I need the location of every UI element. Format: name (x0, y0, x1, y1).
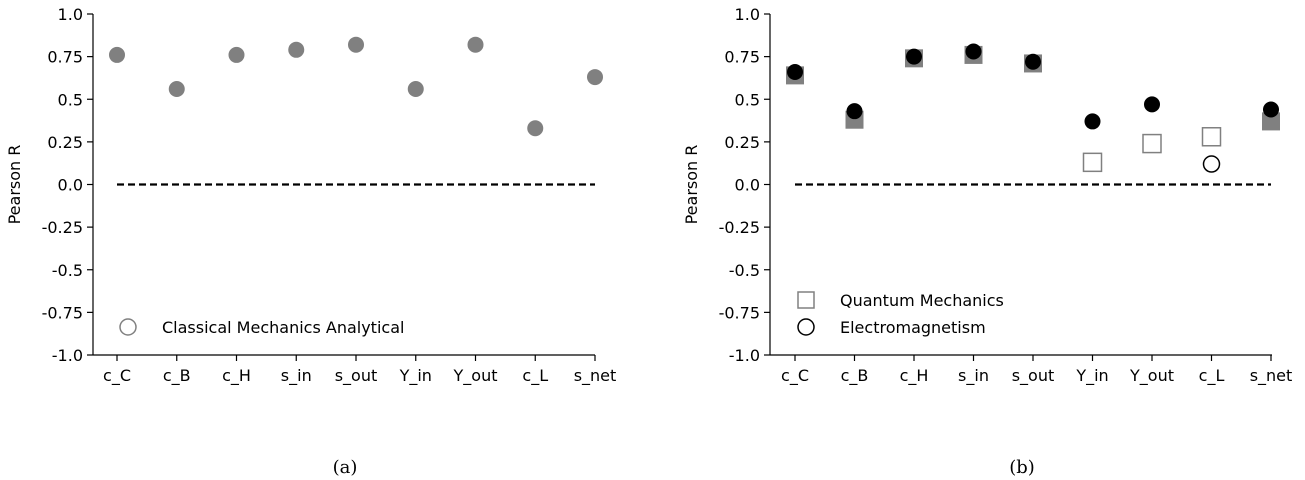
p1-series0-point-Y_in (407, 81, 424, 98)
p2-x-tick-label: s_net (1250, 366, 1293, 386)
p2-series1-point-Y_in (1084, 113, 1101, 130)
p1-x-tick-label: c_H (222, 366, 251, 386)
p1-y-tick-label: 0.0 (58, 176, 83, 195)
p2-y-tick-label: -0.75 (719, 303, 760, 322)
p1-y-tick-label: -1.0 (52, 346, 83, 365)
p2-series0-point-s_net (1262, 112, 1280, 131)
p2-legend-label-0: Quantum Mechanics (840, 291, 1004, 310)
p1-x-tick-label: s_in (281, 366, 312, 386)
p1-x-tick-label: c_L (522, 366, 548, 386)
p1-x-tick-label: Y_in (399, 366, 432, 386)
p2-series1-point-Y_out (1144, 96, 1160, 113)
p2-series1-point-c_H (906, 48, 922, 65)
p1-panel-caption: (a) (333, 457, 358, 478)
p1-y-tick-label: 1.0 (58, 5, 83, 24)
p1-y-axis-title: Pearson R (5, 145, 24, 225)
p2-legend-label-1: Electromagnetism (840, 318, 986, 337)
p1-y-tick-label: 0.5 (58, 90, 83, 109)
p1-series0-point-s_out (348, 36, 364, 53)
p2-series1-point-c_C (787, 63, 803, 80)
p2-x-tick-label: s_in (958, 366, 989, 386)
p1-x-tick-label: Y_out (453, 366, 498, 386)
p2-x-tick-label: c_B (841, 366, 869, 386)
p2-y-tick-label: 0.0 (735, 176, 760, 195)
p1-x-tick-label: s_out (335, 366, 378, 386)
p1-y-tick-label: -0.5 (52, 261, 83, 280)
p2-legend-marker-1 (797, 318, 815, 336)
p1-series0-point-Y_out (467, 36, 484, 53)
p2-y-tick-label: 0.5 (735, 90, 760, 109)
p2-y-axis-title: Pearson R (682, 145, 701, 225)
p2-series1-point-c_B (846, 103, 863, 120)
p2-series0-point-Y_in (1082, 152, 1103, 173)
p1-series0-point-c_C (109, 46, 125, 63)
p2-y-tick-label: -1.0 (729, 346, 760, 365)
p2-x-tick-label: Y_out (1129, 366, 1174, 386)
p2-series0-point-c_L (1201, 127, 1222, 147)
p2-series0-point-Y_out (1142, 133, 1162, 154)
p1-series0-point-c_L (527, 120, 544, 137)
p2-series1-point-s_out (1025, 53, 1041, 70)
p2-y-tick-label: 0.25 (724, 133, 760, 152)
p2-legend-marker-0 (797, 291, 815, 309)
p1-y-tick-label: 0.75 (47, 48, 83, 67)
p2-series1-point-c_L (1202, 155, 1221, 173)
p2-x-tick-label: s_out (1012, 366, 1055, 386)
p2-y-tick-label: -0.5 (729, 261, 760, 280)
p1-y-tick-label: -0.75 (42, 303, 83, 322)
p2-x-tick-label: c_H (900, 366, 929, 386)
p2-y-tick-label: -0.25 (719, 218, 760, 237)
panel-a: -1.0 -0.75 -0.5 -0.25 0.0 0.25 0.5 0.75 1.0 c_C c_… (5, 5, 616, 478)
p2-x-tick-label: c_L (1199, 366, 1225, 386)
p2-y-tick-label: 1.0 (735, 5, 760, 24)
p1-legend-label-0: Classical Mechanics Analytical (162, 318, 404, 337)
p2-series1-point-s_net (1263, 101, 1279, 118)
p1-series0-point-c_H (228, 46, 245, 63)
p1-x-tick-label: c_B (163, 366, 191, 386)
p2-x-tick-label: c_C (781, 366, 809, 386)
p1-series0-point-c_B (168, 81, 185, 98)
p2-x-tick-label: Y_in (1075, 366, 1108, 386)
p1-y-tick-label: -0.25 (42, 218, 83, 237)
p2-y-tick-label: 0.75 (724, 48, 760, 67)
p1-x-tick-label: c_C (103, 366, 131, 386)
p1-legend-marker-0 (119, 318, 137, 336)
panel-b: -1.0 -0.75 -0.5 -0.25 0.0 0.25 0.5 0.75 1.0 c_C c_… (682, 5, 1292, 478)
p1-series0-point-s_in (288, 41, 305, 58)
p1-series0-point-s_net (587, 69, 603, 86)
p1-x-tick-label: s_net (574, 366, 617, 386)
p2-series1-point-s_in (965, 43, 982, 60)
p2-panel-caption: (b) (1009, 457, 1035, 478)
p1-y-tick-label: 0.25 (47, 133, 83, 152)
